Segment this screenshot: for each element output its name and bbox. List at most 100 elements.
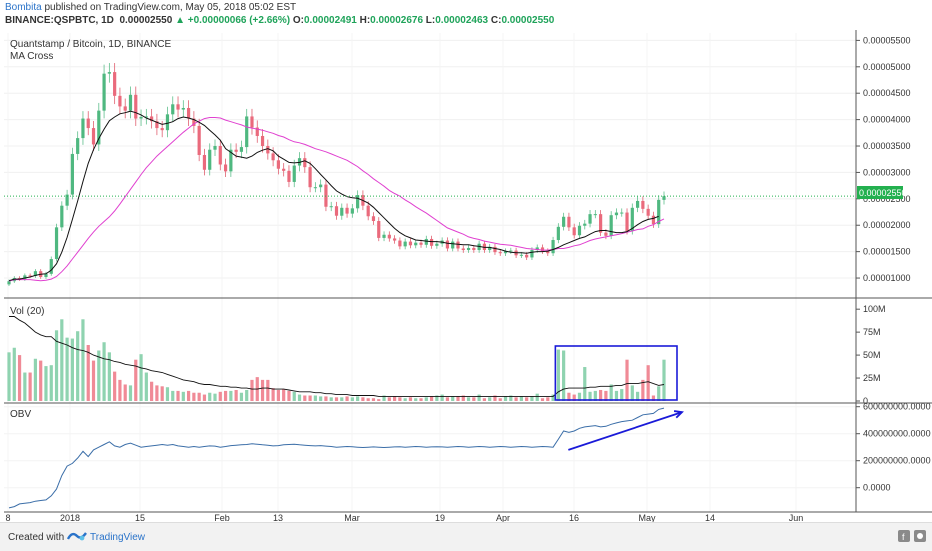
candle-body <box>345 207 349 214</box>
candle-body <box>635 200 640 208</box>
candle-body <box>60 205 64 228</box>
price-tick-label: 0.00003000 <box>863 167 911 177</box>
chart-area[interactable]: 0.00005500 0.00005000 0.00004500 0.00004000… <box>0 30 932 527</box>
volume-bar <box>567 392 571 401</box>
time-tick-label: 19 <box>435 513 445 522</box>
volume-bar <box>614 390 619 401</box>
candle-body <box>583 223 587 226</box>
time-tick-label: Apr <box>496 513 510 522</box>
candle-body <box>651 215 656 225</box>
candle-body <box>424 238 428 245</box>
volume-bar <box>662 359 666 401</box>
volume-bar <box>620 389 624 401</box>
volume-tick-label: 100M <box>863 304 886 314</box>
candle-body <box>303 158 307 168</box>
time-tick-label: 15 <box>135 513 145 522</box>
volume-bar <box>551 394 555 401</box>
volume-bar <box>297 394 302 401</box>
candle-body <box>176 104 180 110</box>
obv-pane[interactable] <box>8 407 684 509</box>
open-value: 0.00002491 <box>303 15 357 26</box>
candle-body <box>128 94 133 111</box>
volume-bar <box>229 390 233 401</box>
candle-body <box>223 164 228 172</box>
volume-bar <box>382 395 386 401</box>
volume-bar <box>81 319 85 401</box>
candle-body <box>403 241 407 247</box>
volume-bar <box>65 337 69 401</box>
chart-svg[interactable]: 0.000055000.000050000.000045000.00004000… <box>0 30 932 523</box>
candle-body <box>319 184 323 188</box>
volume-bar <box>403 398 407 401</box>
volume-bar <box>70 338 74 401</box>
pane-frames <box>4 30 932 513</box>
volume-bar <box>7 352 11 401</box>
price-tick-label: 0.00001000 <box>863 273 911 283</box>
price-pane[interactable] <box>4 63 856 287</box>
footer-bar: Created with TradingView f <box>0 522 932 551</box>
candle-body <box>350 208 354 214</box>
volume-bar <box>86 344 90 401</box>
volume-bar <box>451 396 455 401</box>
tradingview-brand-link[interactable]: TradingView <box>90 532 146 543</box>
candle-body <box>308 167 312 188</box>
candle-body <box>266 146 270 154</box>
volume-bar <box>260 379 265 401</box>
candle-body <box>324 184 328 207</box>
time-tick-label: 13 <box>273 513 283 522</box>
volume-bar <box>17 355 22 401</box>
tradingview-logo-icon[interactable] <box>66 529 88 543</box>
time-tick-label: 14 <box>705 513 715 522</box>
author-link[interactable]: Bombita <box>5 2 42 13</box>
candle-body <box>76 138 80 154</box>
volume-bar <box>12 347 16 401</box>
volume-bar <box>435 395 439 401</box>
volume-bar <box>223 390 228 401</box>
annotation-arrow-line <box>568 411 683 451</box>
low-label: L: <box>425 15 436 26</box>
main-pane-title: Quantstamp / Bitcoin, 1D, BINANCE <box>10 39 172 50</box>
volume-bar <box>398 397 402 401</box>
volume-bar <box>366 398 370 401</box>
candle-body <box>208 149 212 170</box>
volume-bar <box>54 330 59 401</box>
volume-bar <box>218 391 222 401</box>
volume-bar <box>186 390 191 401</box>
candle-body <box>472 247 476 251</box>
volume-bar <box>361 397 365 401</box>
candle-body <box>657 199 661 225</box>
indicator-title: MA Cross <box>10 51 53 62</box>
candle-body <box>28 275 32 277</box>
volume-bar <box>308 395 312 401</box>
candle-body <box>234 149 238 152</box>
candle-body <box>340 207 344 216</box>
volume-bar <box>641 379 645 401</box>
volume-bar <box>630 385 634 401</box>
volume-bar <box>97 350 101 401</box>
twitter-icon[interactable] <box>914 530 926 542</box>
price-tag-label: 0.00002550 <box>859 188 907 198</box>
facebook-icon[interactable]: f <box>898 530 910 542</box>
price-tick-label: 0.00005500 <box>863 35 911 45</box>
candle-body <box>535 247 539 251</box>
price-tick-label: 0.00003500 <box>863 141 911 151</box>
candle-body <box>419 242 423 245</box>
published-text: published on TradingView.com, May 05, 20… <box>44 2 297 13</box>
volume-bar <box>181 391 185 401</box>
svg-text:f: f <box>902 532 905 542</box>
volume-bar <box>572 394 576 401</box>
volume-bar <box>334 397 339 401</box>
candle-body <box>604 232 608 236</box>
candle-body <box>33 271 38 276</box>
volume-pane[interactable] <box>7 316 678 402</box>
time-tick-label: May <box>638 513 656 522</box>
candle-body <box>466 247 471 251</box>
volume-bar <box>303 395 307 401</box>
volume-bar <box>123 384 127 401</box>
volume-bar <box>107 352 111 401</box>
volume-bar <box>493 395 497 401</box>
volume-bar <box>577 392 582 401</box>
candle-body <box>81 118 85 139</box>
volume-bar <box>387 397 391 401</box>
last-price: 0.00002550 <box>119 15 173 26</box>
